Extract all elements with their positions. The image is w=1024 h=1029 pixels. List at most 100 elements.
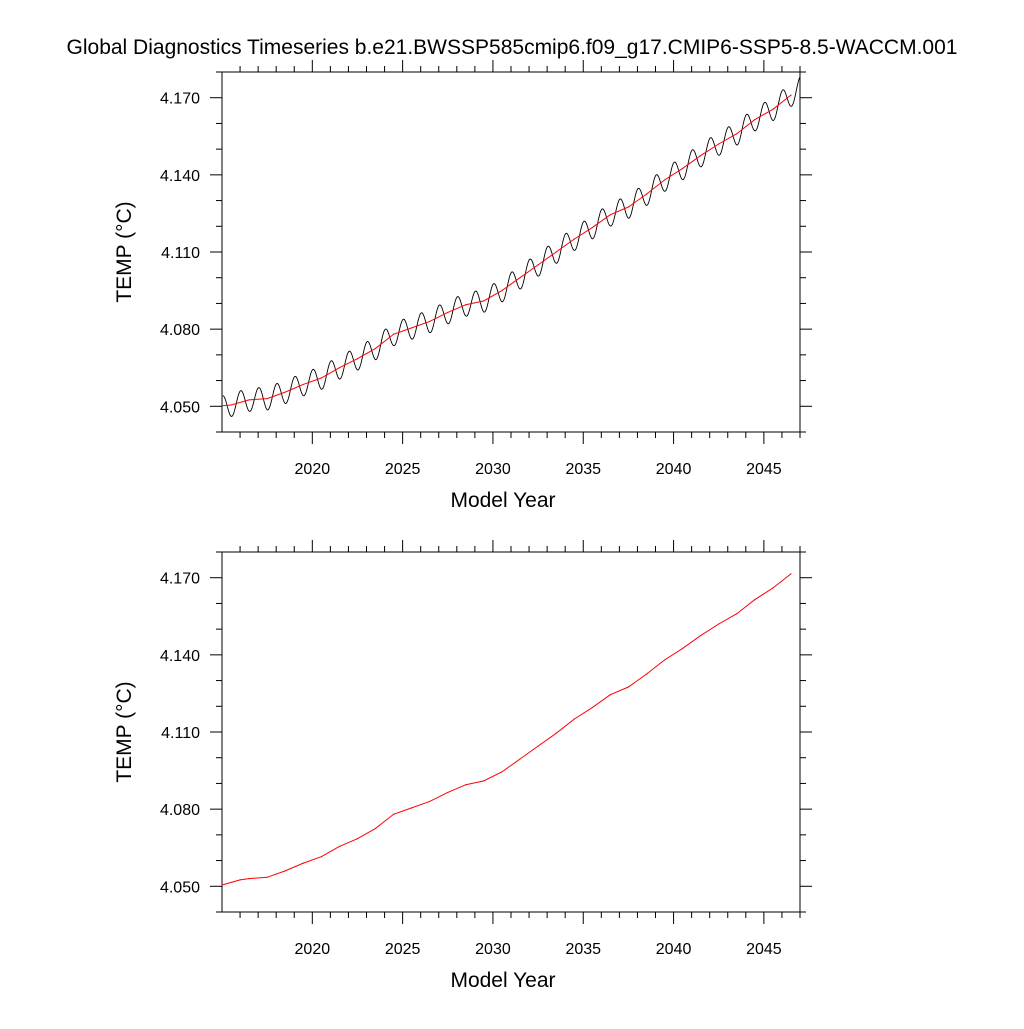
bottom-annual-mean-point: [338, 845, 341, 848]
top-annual-mean-point: [700, 154, 702, 157]
panel-top: 2020 2025 2030 2035 2040 2045 4.050 4.080 4.110 4…: [113, 60, 812, 512]
bottom-annual-mean-point: [429, 800, 431, 803]
bottom-annual-mean-point: [591, 706, 593, 709]
bottom-annual-mean-point: [519, 758, 521, 760]
bottom-annual-mean-point: [790, 573, 792, 575]
bottom-y-axis-label: TEMP (°C): [113, 681, 136, 782]
bottom-x-tick-label: 2020: [295, 941, 331, 958]
bottom-x-tick-label: 2045: [746, 941, 782, 958]
top-y-tick-label: 4.170: [160, 91, 200, 108]
bottom-annual-mean-point: [465, 784, 467, 786]
bottom-annual-mean-point: [663, 659, 666, 661]
top-y-tick-label: 4.140: [160, 168, 200, 185]
top-annual-mean-point: [465, 304, 467, 306]
top-annual-mean-point: [519, 277, 521, 279]
bottom-x-tick-label: 2025: [385, 941, 421, 958]
top-annual-mean-point: [772, 108, 774, 110]
bottom-annual-mean-point: [320, 856, 322, 858]
bottom-annual-mean-point: [483, 780, 485, 782]
bottom-annual-mean-point: [772, 587, 774, 589]
top-annual-mean-point: [320, 377, 322, 379]
top-annual-mean-point: [266, 397, 268, 400]
top-annual-mean-point: [555, 251, 557, 253]
bottom-annual-mean-point: [681, 647, 684, 650]
bottom-annual-mean-point: [302, 862, 304, 864]
bottom-x-tick-label: 2035: [565, 941, 601, 958]
bottom-x-tick-label: 2030: [475, 941, 511, 958]
bottom-annual-mean-point: [573, 718, 575, 720]
bottom-annual-mean-point: [645, 673, 648, 675]
bottom-y-tick-label: 4.080: [160, 802, 200, 819]
top-annual-mean-point: [447, 311, 449, 314]
top-annual-mean-point: [609, 214, 611, 216]
top-y-tick-label: 4.110: [161, 245, 200, 262]
top-annual-mean-point: [537, 264, 539, 266]
top-x-tick-label: 2025: [385, 461, 421, 478]
top-x-axis-label: Model Year: [450, 489, 555, 512]
top-y-tick-label: 4.080: [160, 322, 200, 339]
bottom-annual-mean-point: [718, 623, 720, 625]
top-y-axis-label: TEMP (°C): [113, 201, 136, 302]
top-annual-mean-point: [284, 391, 286, 393]
top-y-tick-label: 4.050: [160, 399, 200, 416]
top-annual-mean-point: [230, 404, 232, 406]
bottom-x-tick-label: 2040: [656, 941, 692, 958]
top-x-tick-label: 2020: [295, 461, 331, 478]
bottom-annual-mean-point: [374, 827, 377, 830]
bottom-series-annual-mean-line: [221, 573, 792, 886]
top-series-annual-mean-line: [221, 94, 792, 407]
bottom-annual-mean-point: [266, 876, 268, 878]
top-x-tick-label: 2045: [746, 461, 782, 478]
bottom-annual-mean-point: [609, 694, 611, 696]
top-x-tick-label: 2040: [656, 461, 692, 478]
bottom-y-tick-label: 4.140: [160, 648, 200, 665]
top-annual-mean-point: [429, 320, 431, 323]
top-annual-mean-point: [754, 118, 756, 121]
top-annual-mean-point: [591, 226, 593, 229]
bottom-annual-mean-point: [501, 771, 503, 773]
top-annual-mean-point: [501, 289, 503, 292]
chart-title: Global Diagnostics Timeseries b.e21.BWSS…: [67, 36, 958, 59]
top-annual-mean-point: [338, 367, 341, 369]
top-annual-mean-point: [736, 133, 738, 135]
top-annual-mean-point: [718, 143, 720, 145]
bottom-annual-mean-point: [555, 732, 557, 734]
top-x-tick-label: 2035: [565, 461, 601, 478]
bottom-y-tick-label: 4.110: [161, 725, 200, 742]
bottom-annual-mean-point: [627, 686, 630, 688]
top-annual-mean-point: [573, 238, 575, 240]
top-annual-mean-point: [374, 347, 377, 350]
panel-bottom: 2020 2025 2030 2035 2040 2045 4.050 4.080 4.110 4…: [113, 540, 812, 992]
top-annual-mean-point: [663, 179, 666, 181]
bottom-x-axis-label: Model Year: [450, 969, 555, 992]
top-series-monthly-line: [222, 76, 801, 417]
bottom-plot-frame: [221, 551, 801, 913]
bottom-y-tick-label: 4.050: [160, 879, 200, 896]
top-x-tick-label: 2030: [475, 461, 511, 478]
bottom-annual-mean-point: [537, 745, 539, 747]
bottom-annual-mean-point: [700, 634, 702, 637]
bottom-annual-mean-point: [221, 884, 223, 886]
bottom-annual-mean-point: [754, 598, 756, 601]
top-annual-mean-point: [392, 333, 395, 335]
top-plot-frame: [221, 71, 801, 433]
bottom-annual-mean-point: [392, 813, 395, 815]
top-annual-mean-point: [356, 358, 359, 360]
top-annual-mean-point: [411, 327, 413, 329]
top-annual-mean-point: [790, 94, 792, 96]
top-annual-mean-point: [645, 193, 648, 195]
bottom-annual-mean-point: [284, 870, 286, 872]
bottom-annual-mean-point: [411, 807, 413, 809]
top-annual-mean-point: [483, 300, 485, 302]
bottom-annual-mean-point: [736, 613, 738, 615]
bottom-y-tick-label: 4.170: [160, 571, 200, 588]
bottom-annual-mean-point: [248, 877, 250, 880]
top-annual-mean-point: [681, 167, 684, 170]
bottom-annual-mean-point: [356, 838, 359, 840]
top-annual-mean-point: [302, 383, 304, 386]
bottom-annual-mean-point: [239, 879, 241, 881]
top-annual-mean-point: [248, 399, 250, 401]
bottom-annual-mean-point: [447, 791, 449, 794]
